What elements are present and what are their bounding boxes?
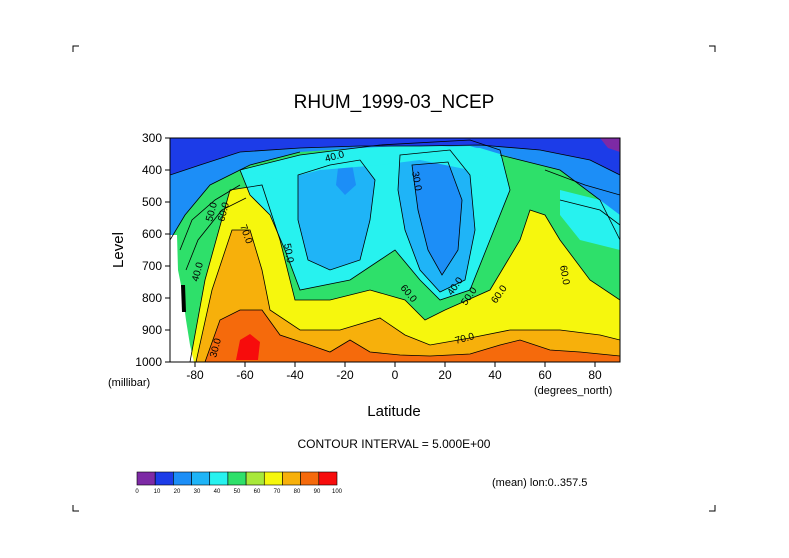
contour-label: 30.0	[409, 171, 423, 193]
field-mid-blue-left	[336, 164, 356, 195]
colorbar-tick-label: 30	[194, 489, 201, 495]
x-axis-label: Latitude	[367, 403, 420, 420]
x-tick-label: -60	[236, 368, 254, 382]
colorbar-swatch	[282, 471, 301, 486]
colorbar-swatch	[191, 471, 211, 486]
contour-label: 40.0	[190, 261, 206, 283]
x-tick-label: 40	[488, 368, 502, 382]
field-light-blue-left	[298, 160, 375, 270]
colorbar-tick-label: 100	[332, 489, 343, 495]
contour-lines	[170, 139, 620, 362]
averaging-note: (mean) lon:0..357.5	[492, 477, 587, 489]
y-axis-unit: (millibar)	[108, 377, 150, 389]
x-axis: -80 -60 -40 -20 0 20 40 60 80	[186, 362, 602, 382]
y-tick-label: 800	[142, 291, 162, 305]
field-right-cyan	[560, 190, 620, 250]
colorbar-tick-label: 80	[294, 489, 301, 495]
colorbar-tick-label: 40	[214, 489, 221, 495]
contour-label: 30.0	[208, 337, 224, 359]
terrain-edge	[181, 285, 186, 312]
colorbar-swatch	[136, 471, 156, 486]
x-tick-label: 80	[588, 368, 602, 382]
x-tick-label: 20	[438, 368, 452, 382]
y-tick-label: 500	[142, 195, 162, 209]
x-tick-label: 60	[538, 368, 552, 382]
y-axis-label: Level	[110, 232, 127, 268]
x-tick-label: -20	[336, 368, 354, 382]
chart-title: RHUM_1999-03_NCEP	[294, 92, 495, 113]
contour-label: 60.0	[557, 265, 571, 287]
y-tick-label: 600	[142, 227, 162, 241]
field-red-core	[236, 334, 260, 360]
field-purple-corner	[600, 138, 620, 152]
x-axis-unit: (degrees_north)	[534, 385, 612, 397]
y-tick-label: 1000	[135, 355, 162, 369]
colorbar-tick-label: 10	[154, 489, 161, 495]
contour-label: 50.0	[281, 243, 295, 265]
colorbar-swatch	[245, 471, 265, 486]
colorbar-swatch	[154, 471, 174, 486]
colorbar-swatch	[173, 471, 192, 486]
y-axis: 300 400 500 600 700 800 900 1000	[135, 131, 170, 369]
contour-label: 40.0	[324, 149, 346, 165]
colorbar-tick-label: 90	[314, 489, 321, 495]
field-mid-blue-right	[412, 162, 462, 275]
corner-marks	[72, 45, 716, 512]
colorbar-swatch	[318, 471, 338, 486]
plot-area	[169, 137, 621, 363]
field-orange-dark-band	[205, 310, 620, 362]
x-tick-label: 0	[392, 368, 399, 382]
contour-label: 70.0	[454, 331, 476, 347]
contour-interval-note: CONTOUR INTERVAL = 5.000E+00	[298, 437, 491, 451]
x-tick-label: -40	[286, 368, 304, 382]
colorbar-tick-label: 20	[174, 489, 181, 495]
y-tick-label: 900	[142, 323, 162, 337]
colorbar-tick-label: 70	[274, 489, 281, 495]
x-tick-label: -80	[186, 368, 204, 382]
contour-label: 60.0	[216, 201, 232, 223]
colorbar-swatch	[263, 471, 283, 486]
colorbar-tick-label: 50	[234, 489, 241, 495]
colorbar-swatch	[209, 471, 229, 486]
colorbar-tick-label: 0	[135, 489, 139, 495]
colorbar-swatch	[227, 471, 247, 486]
y-tick-label: 300	[142, 131, 162, 145]
field-top-cyan-overlay	[240, 146, 505, 185]
field-yellow-band	[190, 185, 620, 362]
colorbar: 0 10 20 30 40 50 60 70 80 90 100	[135, 471, 343, 495]
colorbar-tick-label: 60	[254, 489, 261, 495]
contour-label: 50.0	[204, 201, 220, 223]
y-tick-label: 400	[142, 163, 162, 177]
y-tick-label: 700	[142, 259, 162, 273]
colorbar-swatch	[300, 471, 320, 486]
